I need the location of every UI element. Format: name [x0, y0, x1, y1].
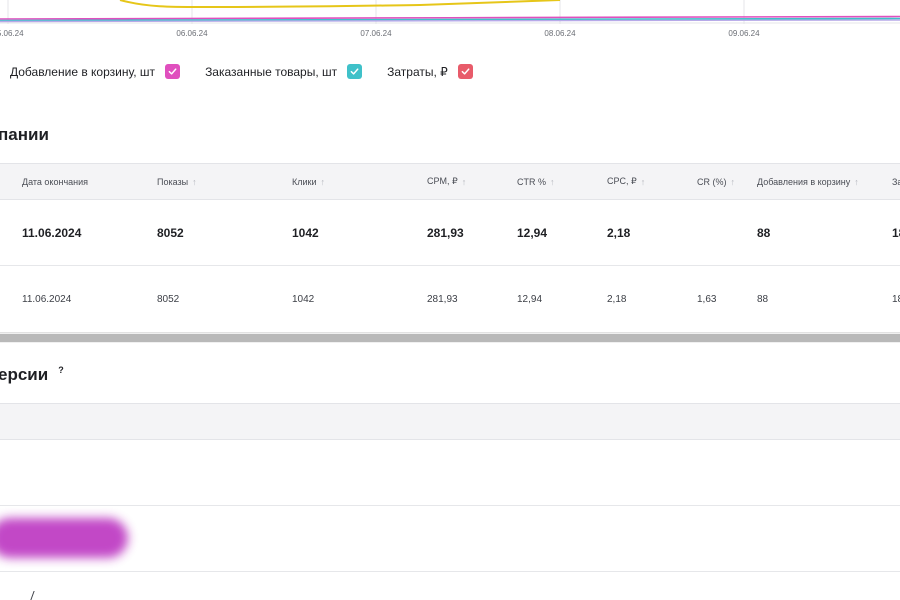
x-tick-label: 08.06.24 — [544, 29, 576, 38]
table-header: Дата окончания Показы ↑ Клики ↑ CPM, ₽ ↑ CT… — [0, 163, 900, 200]
scrollbar-thumb[interactable] — [0, 334, 900, 342]
legend-label: Добавление в корзину, шт — [10, 64, 156, 79]
table-cell: 281,93 — [427, 225, 464, 240]
sort-arrow-icon[interactable]: ↑ — [854, 176, 859, 187]
chart-plot — [0, 0, 900, 24]
column-header-cpm[interactable]: CPM, ₽ ↑ — [427, 164, 466, 199]
column-header-clicks[interactable]: Клики ↑ — [292, 164, 325, 199]
table-cell: 8052 — [157, 225, 184, 240]
table-cell: 1042 — [292, 293, 315, 305]
column-header-add-to-cart[interactable]: Добавления в корзину ↑ — [757, 164, 859, 199]
column-header-ctr[interactable]: CTR % ↑ — [517, 164, 555, 199]
check-icon[interactable] — [165, 64, 181, 79]
series-line-ordered — [0, 17, 900, 22]
column-label: CR (%) — [697, 176, 727, 187]
column-label: CTR % — [517, 176, 546, 187]
conversions-table-header — [0, 403, 900, 440]
table-cell: 2,18 — [607, 225, 631, 240]
column-label: CPC, ₽ — [607, 176, 637, 186]
conversions-section-title: ерсии? — [0, 365, 64, 385]
table-cell: 1042 — [292, 225, 319, 240]
table-cell: 12,94 — [517, 293, 543, 305]
series-line-yellow — [119, 0, 561, 9]
table-cell: 281,93 — [427, 293, 458, 305]
redacted-blur — [0, 518, 128, 558]
table-cell: 12,94 — [517, 225, 548, 240]
sort-arrow-icon[interactable]: ↑ — [192, 176, 197, 187]
sort-arrow-icon[interactable]: ↑ — [640, 176, 646, 187]
campaigns-section-title: пании — [0, 125, 49, 144]
table-cell: 2,18 — [607, 293, 627, 305]
legend-item-ordered-items[interactable]: Заказанные товары, шт — [205, 64, 363, 79]
check-icon[interactable] — [457, 64, 473, 79]
table-row[interactable]: 11.06.2024 8052 1042 281,93 12,94 2,18 1… — [0, 266, 900, 332]
horizontal-scrollbar[interactable] — [0, 332, 900, 343]
table-row[interactable] — [0, 506, 900, 572]
column-label: Показы — [157, 176, 189, 187]
conversions-title-text: ерсии — [0, 365, 49, 384]
table-cell: 18 — [892, 293, 900, 305]
table-cell: 11.06.2024 — [22, 293, 72, 305]
x-tick-label: 05.06.24 — [0, 29, 24, 38]
check-icon[interactable] — [347, 64, 363, 79]
x-tick-label: 06.06.24 — [176, 29, 208, 38]
series-line-add-to-cart — [0, 15, 900, 20]
table-cell: 88 — [757, 225, 771, 240]
campaigns-table: Дата окончания Показы ↑ Клики ↑ CPM, ₽ ↑ CT… — [0, 163, 900, 332]
series-line-costs — [0, 19, 900, 23]
legend-item-costs[interactable]: Затраты, ₽ — [387, 64, 473, 79]
chart-legend: Добавление в корзину, шт Заказанные това… — [10, 64, 498, 79]
sort-arrow-icon[interactable]: ↑ — [320, 176, 326, 187]
column-label: Клики — [292, 176, 317, 187]
column-header-end-date[interactable]: Дата окончания — [22, 164, 88, 199]
legend-item-add-to-cart[interactable]: Добавление в корзину, шт — [10, 64, 181, 79]
x-tick-label: 09.06.24 — [728, 29, 760, 38]
column-header-cpc[interactable]: CPC, ₽ ↑ — [607, 164, 645, 199]
sort-arrow-icon[interactable]: ↑ — [550, 176, 555, 187]
help-icon[interactable]: ? — [58, 365, 64, 376]
legend-label: Заказанные товары, шт — [205, 64, 338, 79]
legend-label: Затраты, ₽ — [387, 64, 448, 79]
column-header-impressions[interactable]: Показы ↑ — [157, 164, 197, 199]
table-cell: 88 — [757, 293, 769, 305]
x-tick-label: 07.06.24 — [360, 29, 392, 38]
column-label: CPM, ₽ — [427, 176, 458, 186]
table-cell: 1,63 — [697, 293, 717, 305]
chart-area: 05.06.24 06.06.24 07.06.24 08.06.24 09.06.24 — [0, 0, 900, 46]
column-label: Дата окончания — [22, 176, 89, 187]
cropped-text — [30, 591, 40, 600]
column-header-cr[interactable]: CR (%) ↑ — [697, 164, 735, 199]
column-label: За — [892, 176, 900, 187]
table-row[interactable] — [0, 440, 900, 506]
column-header-orders[interactable]: За — [892, 164, 900, 199]
table-cell: 8052 — [157, 293, 180, 305]
table-total-row: 11.06.2024 8052 1042 281,93 12,94 2,18 8… — [0, 200, 900, 266]
table-cell: 18 — [892, 225, 900, 240]
sort-arrow-icon[interactable]: ↑ — [730, 176, 736, 187]
column-label: Добавления в корзину — [757, 176, 851, 187]
sort-arrow-icon[interactable]: ↑ — [461, 176, 467, 187]
table-cell: 11.06.2024 — [22, 225, 82, 240]
